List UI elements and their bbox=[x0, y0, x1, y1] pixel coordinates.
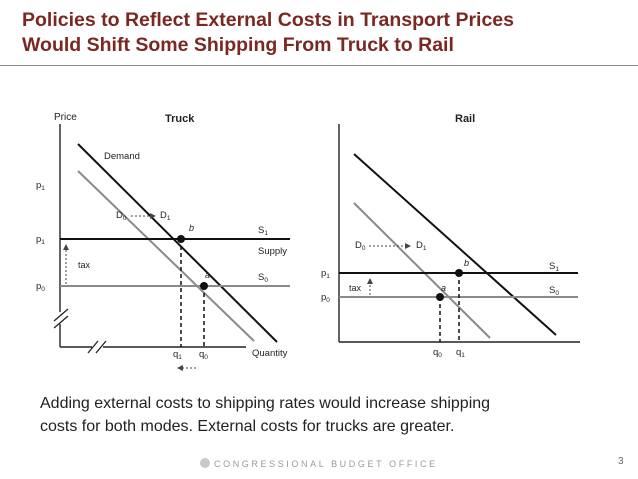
caption-line-1: Adding external costs to shipping rates … bbox=[40, 395, 491, 412]
truck-demand-label: Demand bbox=[104, 151, 140, 162]
truck-point-a bbox=[200, 282, 208, 290]
truck-title: Truck bbox=[165, 113, 195, 125]
truck-quantity-q1: q1 bbox=[173, 349, 182, 361]
title-line-2: Would Shift Some Shipping From Truck to … bbox=[22, 34, 454, 56]
cbo-logo-icon bbox=[200, 458, 210, 468]
rail-price-p0: p0 bbox=[321, 292, 330, 304]
rail-point-b bbox=[455, 269, 463, 277]
footer: CONGRESSIONAL BUDGET OFFICE bbox=[200, 458, 438, 469]
truck-price-p-top: p1 bbox=[36, 180, 45, 192]
rail-s0-label: S0 bbox=[549, 285, 559, 297]
truck-quantity-q0: q0 bbox=[199, 349, 208, 361]
truck-rail-diagram: Truck Price Quantity b a Demand D0 D1 S1 bbox=[36, 112, 580, 371]
rail-point-a-label: a bbox=[441, 283, 446, 293]
slide-caption: Adding external costs to shipping rates … bbox=[40, 392, 610, 438]
rail-panel: Rail b a D0 D1 S1 S0 tax p1 p0 q0 q1 bbox=[321, 113, 580, 359]
caption-line-2: costs for both modes. External costs for… bbox=[40, 418, 455, 435]
rail-demand-d0-line bbox=[353, 202, 491, 339]
truck-d0-label: D0 bbox=[116, 210, 127, 222]
quantity-axis-label: Quantity bbox=[252, 348, 288, 359]
rail-point-a bbox=[436, 293, 444, 301]
truck-y-break-2 bbox=[53, 315, 69, 329]
rail-d0-label: D0 bbox=[355, 240, 366, 252]
truck-x-break-1 bbox=[87, 340, 99, 354]
truck-point-b-label: b bbox=[189, 223, 194, 233]
truck-point-a-label: a bbox=[205, 270, 210, 280]
truck-s0-label: S0 bbox=[258, 272, 268, 284]
title-line-1: Policies to Reflect External Costs in Tr… bbox=[22, 9, 514, 31]
truck-demand-d0-line bbox=[77, 170, 255, 342]
truck-demand-d1-line bbox=[77, 143, 278, 343]
rail-demand-d1-line bbox=[353, 153, 557, 336]
rail-tax-label: tax bbox=[349, 283, 362, 293]
truck-d1-label: D1 bbox=[160, 210, 171, 222]
rail-point-b-label: b bbox=[464, 258, 469, 268]
rail-quantity-q1: q1 bbox=[456, 347, 465, 359]
page-number: 3 bbox=[618, 456, 624, 467]
price-axis-label: Price bbox=[54, 112, 77, 123]
truck-s1-label: S1 bbox=[258, 225, 268, 237]
truck-price-p0: p0 bbox=[36, 281, 45, 293]
title-divider bbox=[0, 65, 638, 66]
truck-panel: Truck Price Quantity b a Demand D0 D1 S1 bbox=[36, 112, 290, 371]
truck-x-break-2 bbox=[95, 340, 107, 354]
rail-s1-label: S1 bbox=[549, 261, 559, 273]
slide-title: Policies to Reflect External Costs in Tr… bbox=[22, 8, 622, 58]
rail-quantity-q0: q0 bbox=[433, 347, 442, 359]
truck-price-p1: p1 bbox=[36, 234, 45, 246]
truck-y-break-1 bbox=[53, 308, 69, 322]
rail-title: Rail bbox=[455, 113, 475, 125]
truck-tax-label: tax bbox=[78, 260, 91, 270]
footer-text: CONGRESSIONAL BUDGET OFFICE bbox=[214, 459, 438, 469]
truck-supply-label: Supply bbox=[258, 246, 287, 257]
rail-price-p1: p1 bbox=[321, 268, 330, 280]
rail-d1-label: D1 bbox=[416, 240, 427, 252]
truck-point-b bbox=[177, 235, 185, 243]
